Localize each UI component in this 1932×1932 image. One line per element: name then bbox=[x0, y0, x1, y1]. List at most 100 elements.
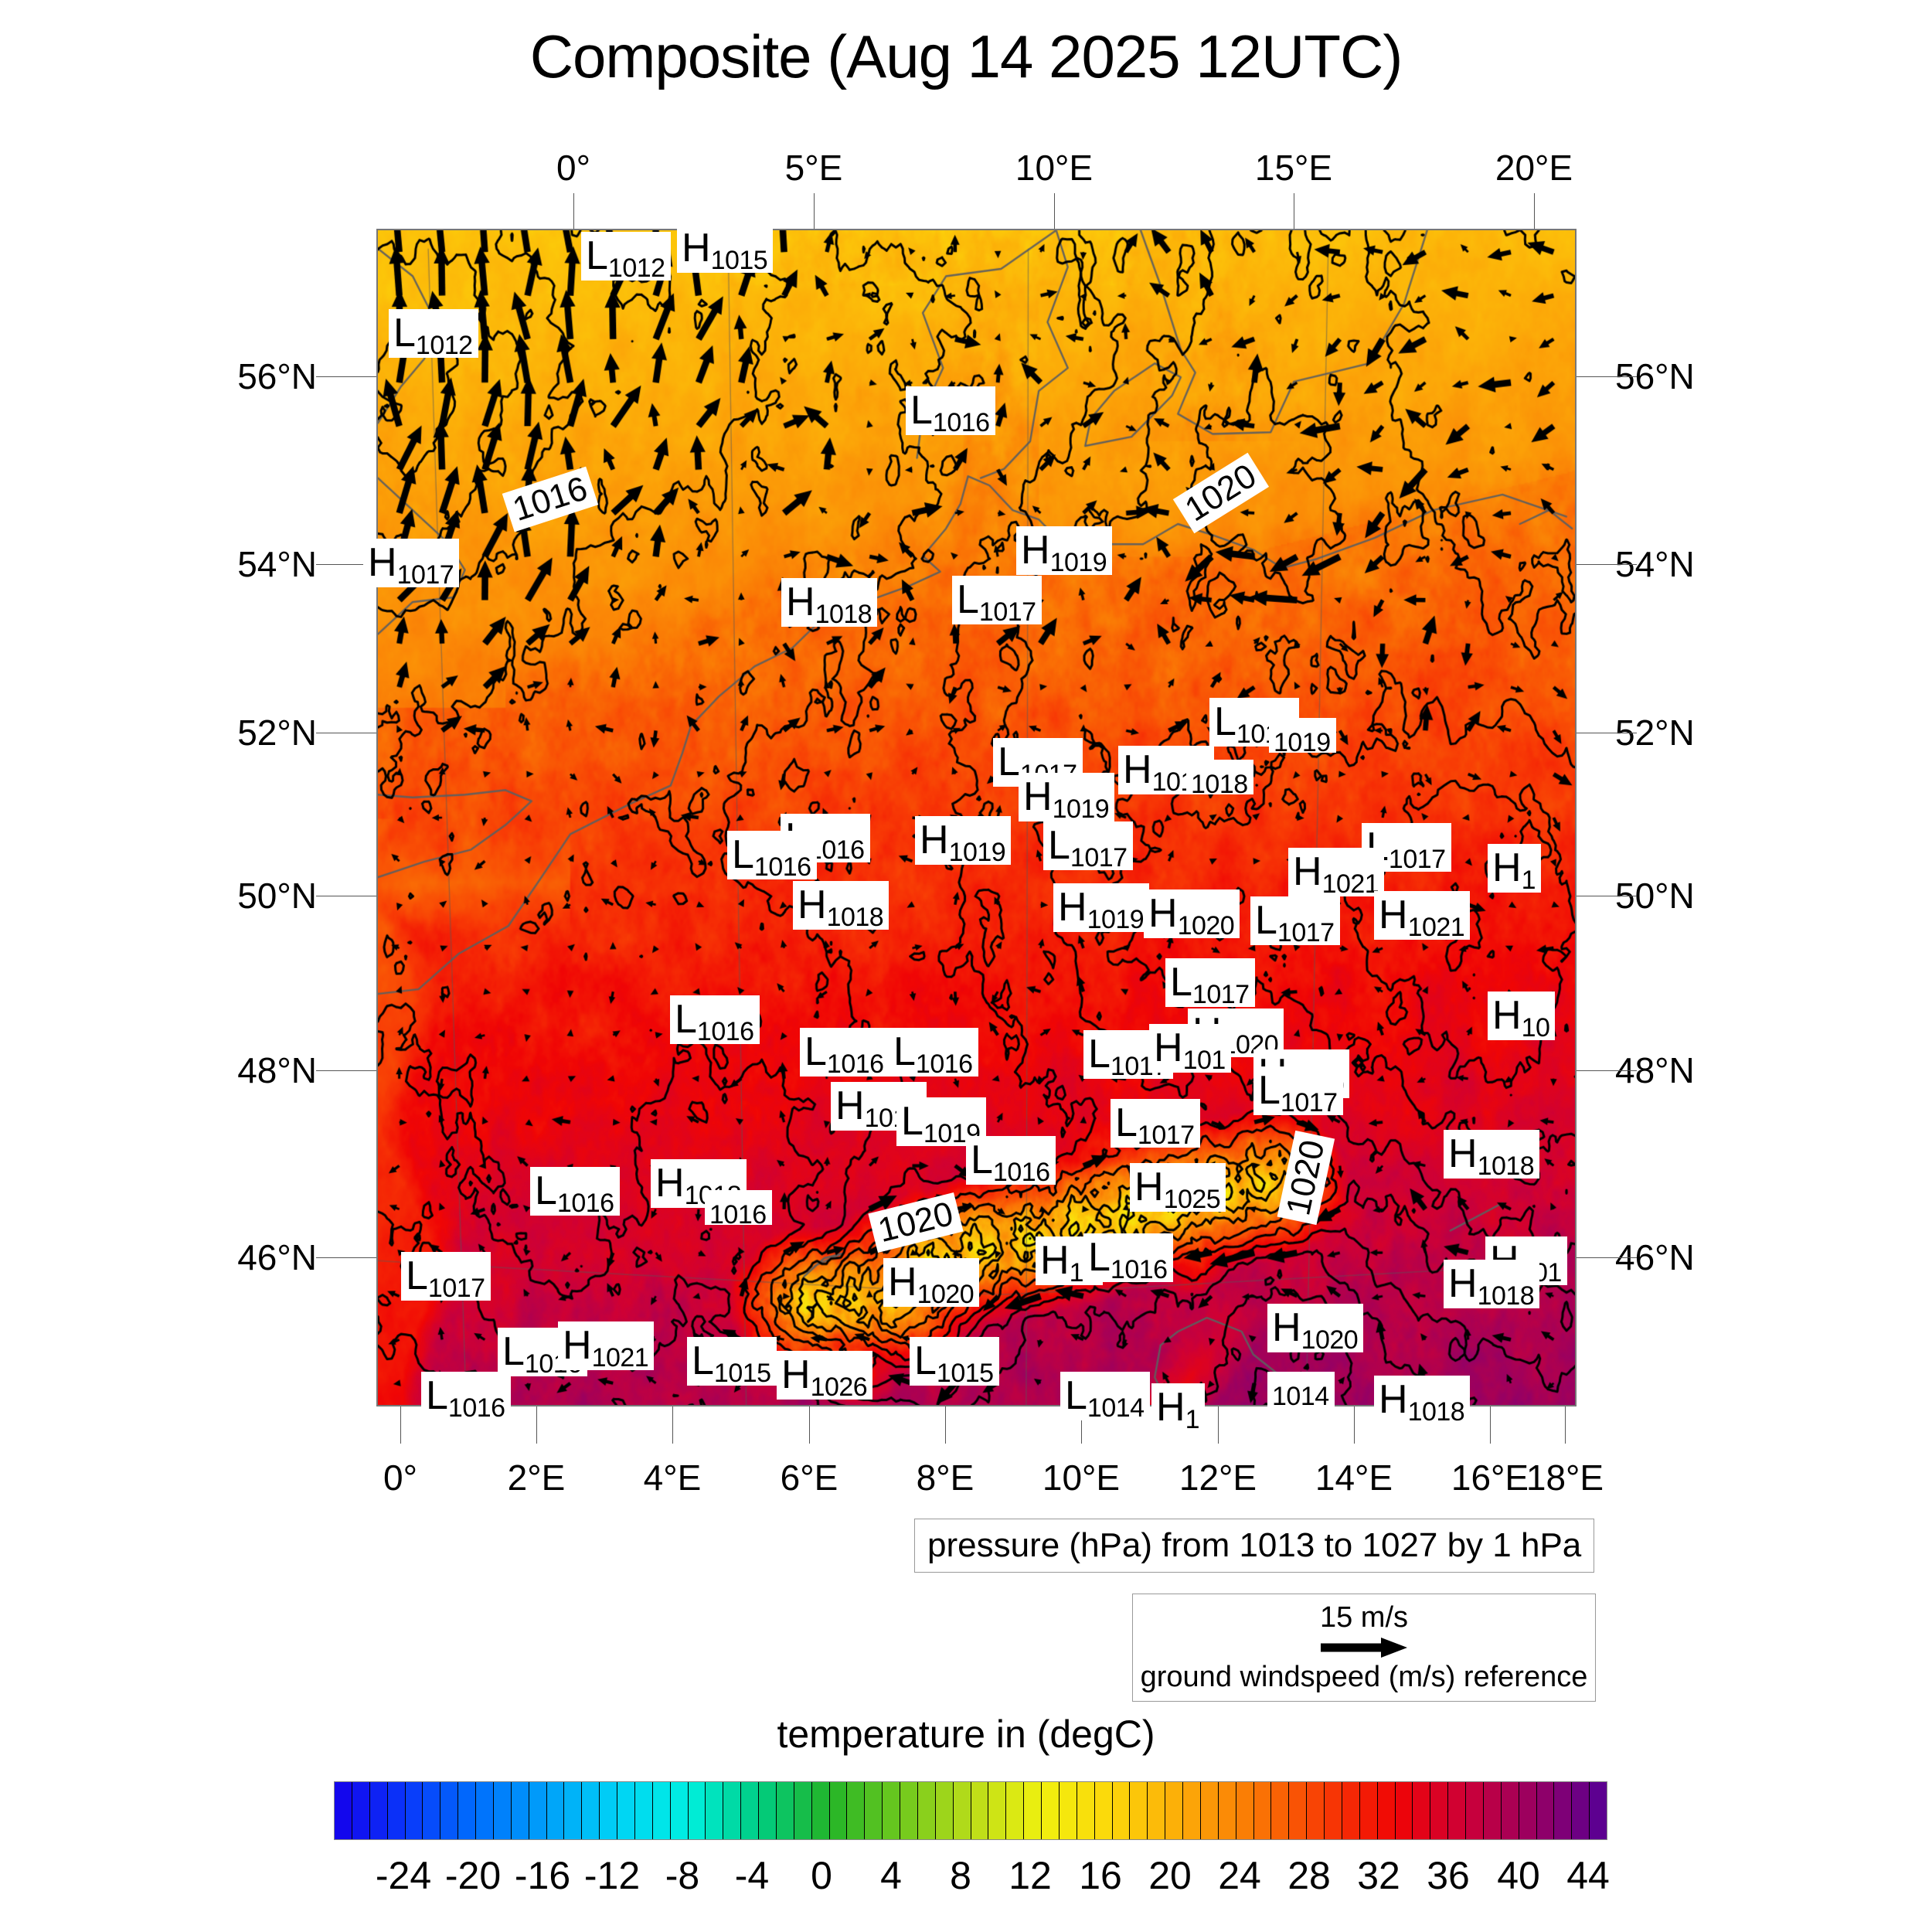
pressure-center-value: 1018 bbox=[826, 903, 884, 932]
pressure-center-value: 1019 bbox=[1049, 548, 1107, 577]
pressure-center-value: 1019 bbox=[1052, 794, 1110, 824]
pressure-center-symbol: L bbox=[914, 1338, 937, 1383]
pressure-center-value: 1017 bbox=[1280, 1088, 1338, 1117]
wind-arrow-icon bbox=[1318, 1636, 1410, 1659]
low-pressure-center-17: L1017 bbox=[1362, 823, 1451, 872]
pressure-center-value: 1012 bbox=[415, 331, 473, 360]
pressure-center-symbol: H bbox=[682, 226, 711, 270]
low-pressure-center-30: L1016 bbox=[800, 1028, 889, 1077]
colorbar-tick-14: 32 bbox=[1357, 1854, 1400, 1897]
pressure-center-value: 1017 bbox=[427, 1274, 485, 1303]
pressure-center-value: 1025 bbox=[1163, 1185, 1221, 1214]
lon-tickmark-bottom-6 bbox=[1218, 1406, 1219, 1444]
lat-tickmark-right-1 bbox=[1577, 564, 1637, 565]
colorbar-cell bbox=[917, 1782, 936, 1839]
pressure-center-value: 1017 bbox=[1137, 1121, 1195, 1150]
pressure-center-symbol: L bbox=[971, 1138, 993, 1182]
lat-tickmark-left-4 bbox=[316, 1070, 376, 1071]
pressure-center-value: 1016 bbox=[556, 1189, 614, 1218]
lat-tick-left-4: 48°N bbox=[237, 1050, 317, 1090]
colorbar-cell bbox=[794, 1782, 812, 1839]
high-pressure-center-25: H1021 bbox=[1374, 891, 1471, 940]
lon-tick-top-0: 0° bbox=[556, 148, 590, 188]
colorbar-tick-3: -12 bbox=[583, 1854, 641, 1897]
colorbar-cell bbox=[900, 1782, 918, 1839]
pressure-center-symbol: H bbox=[368, 540, 397, 585]
colorbar-cell bbox=[1183, 1782, 1201, 1839]
pressure-center-value: 1016 bbox=[932, 408, 990, 437]
colorbar-cell bbox=[953, 1782, 971, 1839]
pressure-center-symbol: H bbox=[1272, 1305, 1301, 1350]
pressure-center-value: 1021 bbox=[591, 1343, 649, 1372]
lon-tickmark-top-0 bbox=[573, 193, 574, 229]
temperature-colorbar[interactable] bbox=[334, 1781, 1607, 1840]
pressure-center-symbol: H bbox=[1156, 1385, 1185, 1430]
lon-tick-bottom-9: 18°E bbox=[1526, 1458, 1604, 1498]
low-pressure-center-47: L1016 bbox=[1083, 1233, 1173, 1283]
pressure-center-value: 1016 bbox=[807, 835, 865, 865]
high-pressure-center-53: H1021 bbox=[558, 1321, 655, 1372]
pressure-center-value: 1017 bbox=[1192, 980, 1250, 1009]
colorbar-cell bbox=[546, 1782, 565, 1839]
lat-tickmark-left-0 bbox=[316, 376, 376, 377]
pressure-center-value: 1014 bbox=[1272, 1382, 1329, 1411]
high-pressure-center-4: H1017 bbox=[363, 539, 460, 590]
colorbar-cell bbox=[829, 1782, 848, 1839]
colorbar-tick-13: 28 bbox=[1287, 1854, 1331, 1897]
pressure-value-label-60: 1014 bbox=[1267, 1372, 1335, 1410]
high-pressure-center-27: H10 bbox=[1488, 992, 1556, 1041]
pressure-center-value: 1018 bbox=[1477, 1151, 1535, 1181]
high-pressure-center-39: H1018 bbox=[1444, 1130, 1540, 1181]
colorbar-cell bbox=[706, 1782, 724, 1839]
colorbar-cell bbox=[1094, 1782, 1113, 1839]
colorbar-cell bbox=[440, 1782, 459, 1839]
pressure-center-symbol: H bbox=[655, 1161, 685, 1206]
colorbar-cell bbox=[493, 1782, 512, 1839]
pressure-center-symbol: H bbox=[920, 818, 949, 862]
pressure-center-symbol: H bbox=[1492, 845, 1522, 890]
pressure-center-symbol: H bbox=[1023, 774, 1053, 819]
low-pressure-center-38: L1017 bbox=[1111, 1099, 1200, 1148]
lon-tick-bottom-5: 10°E bbox=[1042, 1458, 1121, 1498]
lon-tickmark-bottom-3 bbox=[809, 1406, 810, 1444]
page-title: Composite (Aug 14 2025 12UTC) bbox=[529, 22, 1403, 90]
high-pressure-center-59: H1 bbox=[1151, 1383, 1205, 1433]
colorbar-cell bbox=[1572, 1782, 1590, 1839]
pressure-center-symbol: L bbox=[1088, 1235, 1111, 1280]
pressure-center-symbol: H bbox=[835, 1083, 865, 1128]
colorbar-cell bbox=[634, 1782, 653, 1839]
colorbar-tick-15: 36 bbox=[1427, 1854, 1470, 1897]
pressure-center-symbol: H bbox=[1148, 891, 1178, 936]
lon-tick-top-2: 10°E bbox=[1015, 148, 1094, 188]
pressure-center-value: 1020 bbox=[917, 1280, 975, 1309]
low-pressure-center-57: L1016 bbox=[421, 1372, 511, 1421]
pressure-center-value: 1017 bbox=[396, 560, 454, 590]
lon-tickmark-top-4 bbox=[1534, 193, 1535, 229]
lon-tick-bottom-3: 6°E bbox=[780, 1458, 838, 1498]
pressure-value-label-9: 1019 bbox=[1269, 718, 1336, 756]
high-pressure-center-20: H1 bbox=[1488, 844, 1541, 893]
pressure-center-symbol: L bbox=[732, 832, 754, 877]
colorbar-cell bbox=[1218, 1782, 1236, 1839]
lon-tickmark-bottom-2 bbox=[672, 1406, 673, 1444]
low-pressure-center-16: L1017 bbox=[1043, 821, 1133, 871]
lat-tick-left-5: 46°N bbox=[237, 1237, 317, 1277]
colorbar-tick-4: -8 bbox=[665, 1854, 700, 1897]
high-pressure-center-1: H1015 bbox=[677, 224, 774, 274]
colorbar-tick-11: 20 bbox=[1148, 1854, 1192, 1897]
colorbar-tick-7: 4 bbox=[880, 1854, 902, 1897]
low-pressure-center-31: L1016 bbox=[889, 1028, 978, 1077]
lat-tick-left-0: 56°N bbox=[237, 356, 317, 396]
colorbar-cell bbox=[688, 1782, 706, 1839]
pressure-center-symbol: H bbox=[1058, 885, 1087, 930]
pressure-center-symbol: L bbox=[1115, 1100, 1138, 1145]
colorbar-cell bbox=[476, 1782, 494, 1839]
pressure-center-symbol: H bbox=[786, 580, 815, 624]
colorbar-cell bbox=[1430, 1782, 1449, 1839]
pressure-center-symbol: H bbox=[1123, 747, 1152, 792]
high-pressure-center-13: H1019 bbox=[1019, 773, 1115, 824]
pressure-center-symbol: H bbox=[1379, 1377, 1408, 1422]
pressure-center-symbol: L bbox=[692, 1338, 714, 1383]
colorbar-cell bbox=[1289, 1782, 1308, 1839]
colorbar-cell bbox=[1148, 1782, 1166, 1839]
